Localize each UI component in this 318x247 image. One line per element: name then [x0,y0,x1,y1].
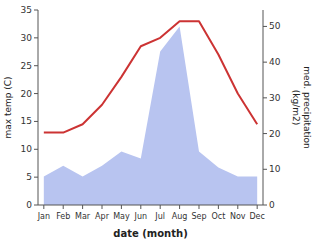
y-tick [34,65,38,66]
x-tick-label: Feb [56,212,70,221]
x-tick-label: Apr [95,212,110,221]
x-axis-line [38,205,263,206]
x-tick [121,205,122,209]
y-tick [34,10,38,11]
x-tick-label: Jun [134,212,148,221]
chart-container: 0 5 10 15 20 25 30 35 0 10 20 30 40 50 Jan Feb Mar AprMay… [0,0,318,247]
y-tick-label: 5 [26,172,32,182]
x-tick [179,205,180,209]
y2-tick-label: 50 [269,21,281,31]
chart: 0 5 10 15 20 25 30 35 0 10 20 30 40 50 Jan Feb Mar AprMay… [0,0,318,247]
y-tick [34,149,38,150]
x-tick [257,205,258,209]
y-tick-label: 25 [21,61,32,71]
y-tick-label: 10 [21,144,33,154]
y-tick-label: 30 [21,33,33,43]
x-tick [82,205,83,209]
x-tick [102,205,103,209]
y2-tick [263,169,267,170]
y-tick-label: 15 [21,116,32,126]
y2-tick [263,205,267,206]
y2-tick-label: 20 [269,129,281,139]
y2-tick [263,133,267,134]
y2-tick-label: 10 [269,164,281,174]
y2-axis-line [263,10,264,205]
y2-tick [263,97,267,98]
y2-tick-label: 30 [269,93,281,103]
x-tick [237,205,238,209]
y-axis-line [38,10,39,205]
y-tick-label: 35 [21,5,32,15]
x-tick [198,205,199,209]
y-axis-label: max temp (C) [3,76,13,138]
x-tick-label: May [113,212,130,221]
y-tick [34,121,38,122]
y2-tick [263,62,267,63]
x-tick-label: Sep [191,212,206,221]
x-tick [218,205,219,209]
y-tick [34,177,38,178]
y2-axis-label: med. precipitation(kg/m2) [291,66,312,148]
x-tick [140,205,141,209]
y2-axis-label-line: (kg/m2) [291,90,301,125]
precipitation-area [44,26,257,205]
y2-tick-label: 0 [269,200,275,210]
x-tick-label: Jan [37,212,50,221]
x-tick [63,205,64,209]
x-tick-label: Oct [211,212,225,221]
x-axis-label: date (month) [113,228,187,239]
x-tick-label: Aug [172,212,188,221]
y2-tick [263,26,267,27]
y-tick [34,205,38,206]
plot-area [44,21,257,205]
temperature-line [44,21,257,132]
x-tick [160,205,161,209]
x-tick-label: Mar [75,212,91,221]
y-tick [34,37,38,38]
x-tick-label: Dec [249,212,264,221]
y-tick-label: 20 [21,89,33,99]
x-tick-label: Nov [230,212,246,221]
y-tick-label: 0 [26,200,32,210]
x-tick [43,205,44,209]
y2-axis-label-line: med. precipitation [302,66,312,148]
x-tick-label: Jul [154,212,165,221]
y-tick [34,93,38,94]
y2-tick-label: 40 [269,57,281,67]
